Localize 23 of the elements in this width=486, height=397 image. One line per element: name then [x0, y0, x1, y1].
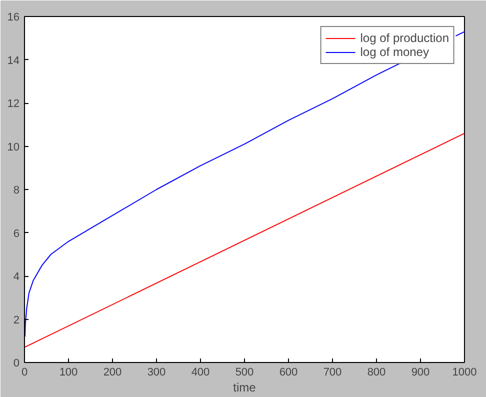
- x-tick-label: 500: [235, 366, 254, 378]
- x-tick-label: 700: [323, 366, 342, 378]
- legend-label: log of money: [360, 45, 429, 59]
- y-tick-label: 4: [13, 271, 20, 283]
- y-tick-label: 12: [7, 98, 20, 110]
- y-tick-label: 0: [13, 358, 20, 370]
- x-tick-label: 800: [367, 366, 386, 378]
- y-tick-label: 10: [7, 141, 20, 154]
- x-tick-label: 100: [59, 366, 78, 378]
- y-tick-label: 14: [7, 54, 20, 67]
- legend-label: log of production: [360, 31, 449, 45]
- y-tick-label: 6: [13, 228, 20, 240]
- y-tick-label: 8: [13, 184, 20, 196]
- x-tick-label: 900: [411, 366, 430, 378]
- x-tick-label: 400: [191, 366, 210, 378]
- x-axis-title: time: [233, 380, 256, 394]
- x-tick-label: 1000: [452, 366, 477, 378]
- y-tick-label: 2: [13, 314, 20, 326]
- x-tick-label: 600: [279, 366, 298, 378]
- x-tick-label: 300: [147, 366, 166, 378]
- x-tick-label: 0: [21, 366, 28, 378]
- x-tick-label: 200: [103, 366, 122, 378]
- y-tick-label: 16: [7, 12, 20, 24]
